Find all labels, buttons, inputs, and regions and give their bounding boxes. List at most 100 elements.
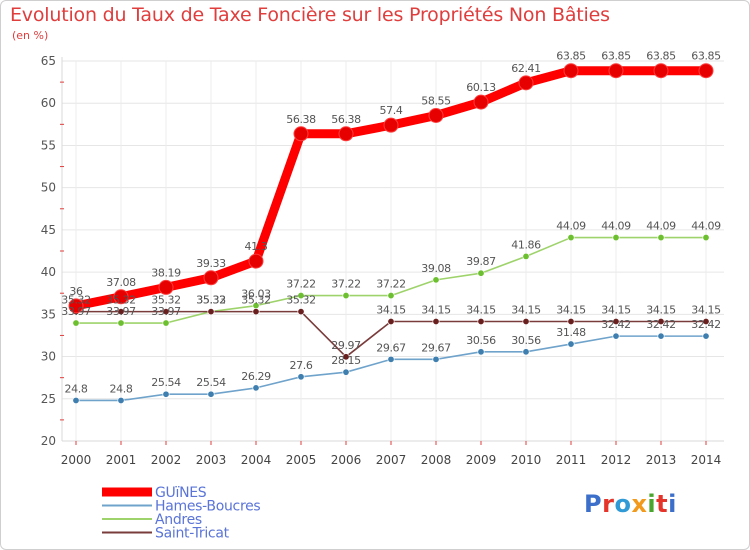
- x-tick-label: 2001: [106, 453, 137, 467]
- x-tick-label: 2011: [556, 453, 587, 467]
- data-label-gu-nes: 63.85: [691, 50, 721, 63]
- data-point-hames-boucres: [162, 390, 170, 398]
- data-label-andres: 37.22: [376, 278, 406, 291]
- logo-letter: x: [631, 490, 648, 518]
- data-point-hames-boucres: [342, 368, 350, 376]
- data-point-andres: [342, 292, 350, 300]
- data-label-saint-tricat: 35.32: [241, 294, 271, 307]
- data-point-hames-boucres: [522, 348, 530, 356]
- data-label-saint-tricat: 35.32: [196, 294, 226, 307]
- data-label-gu-nes: 63.85: [646, 50, 676, 63]
- logo-letter: i: [668, 490, 677, 518]
- data-label-saint-tricat: 34.15: [466, 304, 496, 317]
- data-point-gu-nes: [698, 63, 714, 79]
- data-label-gu-nes: 41.3: [245, 240, 268, 253]
- data-point-saint-tricat: [387, 318, 395, 326]
- data-point-andres: [702, 234, 710, 242]
- data-point-gu-nes: [383, 117, 399, 133]
- data-label-andres: 44.09: [691, 220, 721, 233]
- data-point-hames-boucres: [657, 332, 665, 340]
- data-point-saint-tricat: [567, 318, 575, 326]
- logo-letter: o: [614, 490, 632, 518]
- data-point-andres: [432, 276, 440, 284]
- data-point-gu-nes: [293, 126, 309, 142]
- data-label-andres: 44.09: [556, 220, 586, 233]
- data-label-gu-nes: 62.41: [511, 62, 541, 75]
- y-tick-label: 40: [41, 265, 56, 279]
- data-point-andres: [117, 319, 125, 327]
- chart-title: Evolution du Taux de Taxe Foncière sur l…: [10, 4, 610, 26]
- data-label-hames-boucres: 25.54: [151, 376, 181, 389]
- data-point-saint-tricat: [207, 308, 215, 316]
- y-tick-label: 55: [41, 138, 56, 152]
- data-point-gu-nes: [113, 289, 129, 305]
- data-point-gu-nes: [248, 253, 264, 269]
- legend-label-hames-boucres: Hames-Boucres: [155, 499, 260, 515]
- data-label-andres: 33.97: [151, 305, 181, 318]
- data-label-gu-nes: 57.4: [380, 104, 403, 117]
- x-tick-label: 2000: [61, 453, 92, 467]
- data-point-saint-tricat: [522, 318, 530, 326]
- data-point-gu-nes: [653, 63, 669, 79]
- data-point-gu-nes: [428, 107, 444, 123]
- data-point-andres: [522, 252, 530, 260]
- logo-letter: t: [656, 490, 669, 518]
- data-label-saint-tricat: 34.15: [511, 304, 541, 317]
- data-point-saint-tricat: [432, 318, 440, 326]
- data-label-andres: 41.86: [511, 238, 541, 251]
- data-label-andres: 37.22: [286, 278, 316, 291]
- x-tick-label: 2005: [286, 453, 317, 467]
- data-label-saint-tricat: 34.15: [556, 304, 586, 317]
- data-point-andres: [387, 292, 395, 300]
- data-point-andres: [567, 234, 575, 242]
- data-point-saint-tricat: [117, 308, 125, 316]
- data-label-andres: 33.97: [106, 305, 136, 318]
- legend-label-gu-nes: GUïNES: [155, 485, 207, 501]
- data-point-andres: [297, 292, 305, 300]
- data-point-saint-tricat: [297, 308, 305, 316]
- y-tick-label: 35: [41, 307, 56, 321]
- data-label-hames-boucres: 31.48: [556, 326, 586, 339]
- y-tick-label: 25: [41, 392, 56, 406]
- logo-letter: i: [647, 490, 657, 518]
- x-tick-label: 2007: [376, 453, 407, 467]
- data-point-andres: [657, 234, 665, 242]
- data-point-hames-boucres: [477, 348, 485, 356]
- data-label-gu-nes: 60.13: [466, 81, 496, 94]
- data-point-hames-boucres: [252, 384, 260, 392]
- x-tick-label: 2013: [646, 453, 677, 467]
- unit-label: (en %): [12, 29, 49, 42]
- data-point-saint-tricat: [612, 318, 620, 326]
- data-point-hames-boucres: [432, 355, 440, 363]
- data-label-hames-boucres: 32.42: [601, 318, 631, 331]
- data-point-andres: [162, 319, 170, 327]
- data-label-gu-nes: 58.55: [421, 94, 451, 107]
- data-point-gu-nes: [563, 63, 579, 79]
- data-point-hames-boucres: [117, 396, 125, 404]
- data-point-gu-nes: [518, 75, 534, 91]
- y-tick-label: 65: [41, 54, 56, 68]
- data-point-hames-boucres: [612, 332, 620, 340]
- data-label-saint-tricat: 35.32: [61, 294, 91, 307]
- data-label-gu-nes: 63.85: [601, 50, 631, 63]
- data-label-hames-boucres: 25.54: [196, 376, 226, 389]
- data-label-andres: 35.33: [196, 294, 226, 307]
- legend-label-saint-tricat: Saint-Tricat: [155, 526, 230, 542]
- data-label-saint-tricat: 34.15: [601, 304, 631, 317]
- data-point-saint-tricat: [342, 353, 350, 361]
- data-label-andres: 39.08: [421, 262, 451, 275]
- data-label-andres: 39.87: [466, 255, 496, 268]
- logo-letter: r: [602, 490, 615, 518]
- data-label-hames-boucres: 32.42: [691, 318, 721, 331]
- y-tick-label: 20: [41, 434, 56, 448]
- data-label-andres: 44.09: [646, 220, 676, 233]
- x-tick-label: 2002: [151, 453, 182, 467]
- data-label-saint-tricat: 35.32: [286, 294, 316, 307]
- data-label-gu-nes: 37.08: [106, 276, 136, 289]
- data-label-andres: 37.22: [331, 278, 361, 291]
- data-point-andres: [612, 234, 620, 242]
- proxiti-logo: Proxiti: [584, 490, 677, 518]
- data-label-gu-nes: 36: [69, 285, 83, 298]
- data-point-gu-nes: [338, 126, 354, 142]
